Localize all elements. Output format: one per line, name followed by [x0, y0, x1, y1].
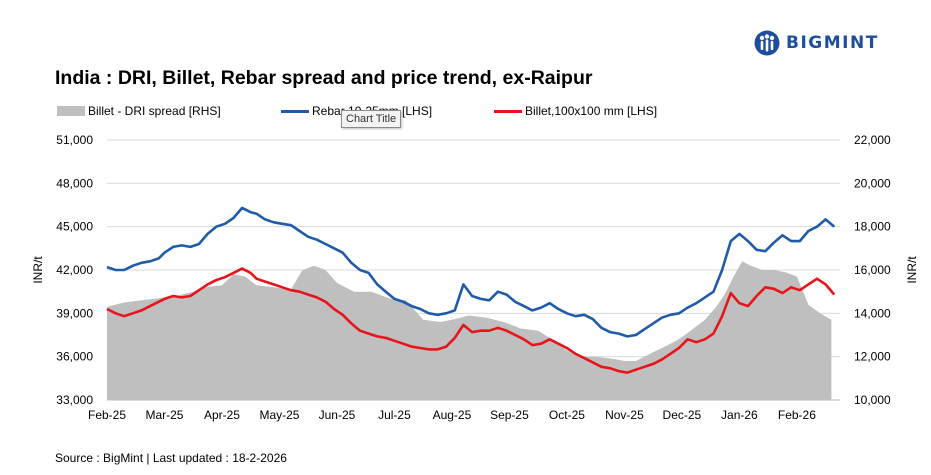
- x-tick-label: Jun-25: [319, 408, 356, 422]
- legend-item-spread: Billet - DRI spread [RHS]: [57, 104, 221, 118]
- right-tick-label: 16,000: [854, 263, 891, 277]
- right-tick-label: 18,000: [854, 220, 891, 234]
- left-tick-label: 51,000: [56, 133, 93, 147]
- left-axis-title: INR/t: [31, 256, 45, 284]
- bigmint-logo: BIGMINT: [754, 28, 879, 58]
- chart-title-tooltip: Chart Title: [341, 110, 402, 128]
- left-tick-label: 48,000: [56, 176, 93, 190]
- right-tick-label: 22,000: [854, 133, 891, 147]
- right-tick-label: 12,000: [854, 350, 891, 364]
- x-tick-label: Dec-25: [663, 408, 702, 422]
- legend-item-billet: Billet,100x100 mm [LHS]: [494, 104, 657, 118]
- x-tick-label: Sep-25: [490, 408, 529, 422]
- source-note: Source : BigMint | Last updated : 18-2-2…: [55, 451, 287, 465]
- x-tick-label: Apr-25: [204, 408, 240, 422]
- right-tick-label: 14,000: [854, 306, 891, 320]
- legend-label-spread: Billet - DRI spread [RHS]: [88, 104, 221, 118]
- legend-swatch-rebar: [281, 109, 309, 113]
- left-tick-label: 39,000: [56, 306, 93, 320]
- x-tick-label: Mar-25: [145, 408, 183, 422]
- price-lines: [106, 206, 836, 374]
- rebar-line: [106, 206, 836, 338]
- x-tick-label: Feb-26: [778, 408, 816, 422]
- x-axis: Feb-25 Mar-25 Apr-25 May-25 Jun-25 Jul-25 Aug-…: [88, 408, 816, 422]
- x-tick-label: Jan-26: [721, 408, 758, 422]
- x-tick-label: May-25: [259, 408, 299, 422]
- bigmint-emblem-icon: [754, 30, 780, 56]
- x-tick-label: Aug-25: [433, 408, 472, 422]
- right-axis-title: INR/t: [905, 256, 919, 284]
- x-tick-label: Jul-25: [378, 408, 411, 422]
- chart-title: India : DRI, Billet, Rebar spread and pr…: [55, 67, 593, 89]
- legend-swatch-spread: [57, 106, 85, 116]
- x-tick-label: Feb-25: [88, 408, 126, 422]
- right-axis: 22,000 20,000 18,000 16,000 14,000 12,000 10,0…: [854, 133, 891, 407]
- brand-name: BIGMINT: [786, 33, 879, 53]
- legend-swatch-billet: [494, 109, 522, 113]
- legend-label-billet: Billet,100x100 mm [LHS]: [525, 104, 658, 118]
- left-axis: 51,000 48,000 45,000 42,000 39,000 36,000 33,0…: [56, 133, 93, 407]
- billet-line: [106, 267, 836, 374]
- x-tick-label: Nov-25: [605, 408, 644, 422]
- right-tick-label: 10,000: [854, 393, 891, 407]
- x-tick-label: Oct-25: [549, 408, 585, 422]
- left-tick-label: 33,000: [56, 393, 93, 407]
- left-tick-label: 36,000: [56, 350, 93, 364]
- left-tick-label: 45,000: [56, 220, 93, 234]
- left-tick-label: 42,000: [56, 263, 93, 277]
- right-tick-label: 20,000: [854, 176, 891, 190]
